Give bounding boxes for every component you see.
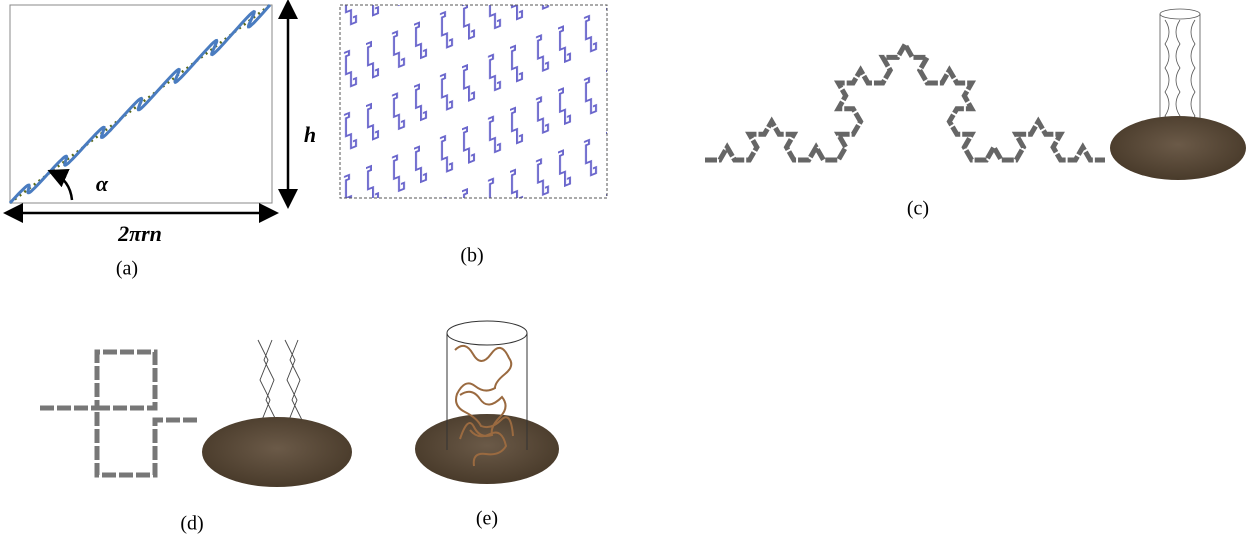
helix-curve: [10, 5, 270, 203]
panel-e: (e): [415, 321, 559, 530]
panel-c: (c): [705, 9, 1246, 220]
panel-label: (a): [116, 258, 138, 280]
disk: [415, 414, 559, 484]
panel-label: (b): [460, 245, 483, 267]
disk: [1110, 116, 1246, 180]
figure: α 2πrn h (a) (b) (c) (d): [0, 0, 1248, 544]
panel-label: (d): [180, 513, 203, 535]
angle-arrow: [52, 172, 72, 200]
panel-a: α 2πrn h (a): [8, 4, 316, 280]
panel-label: (c): [907, 198, 929, 220]
disk: [202, 417, 352, 487]
panel-d: (d): [40, 340, 352, 535]
height-label: h: [304, 122, 316, 147]
width-label: 2πrn: [117, 221, 162, 246]
panel-label: (e): [476, 508, 498, 530]
square-wave: [40, 352, 200, 475]
angle-label: α: [96, 171, 109, 196]
stent-pattern: [340, 5, 607, 198]
koch-curve: [705, 45, 1105, 161]
panel-b: (b): [340, 5, 607, 267]
